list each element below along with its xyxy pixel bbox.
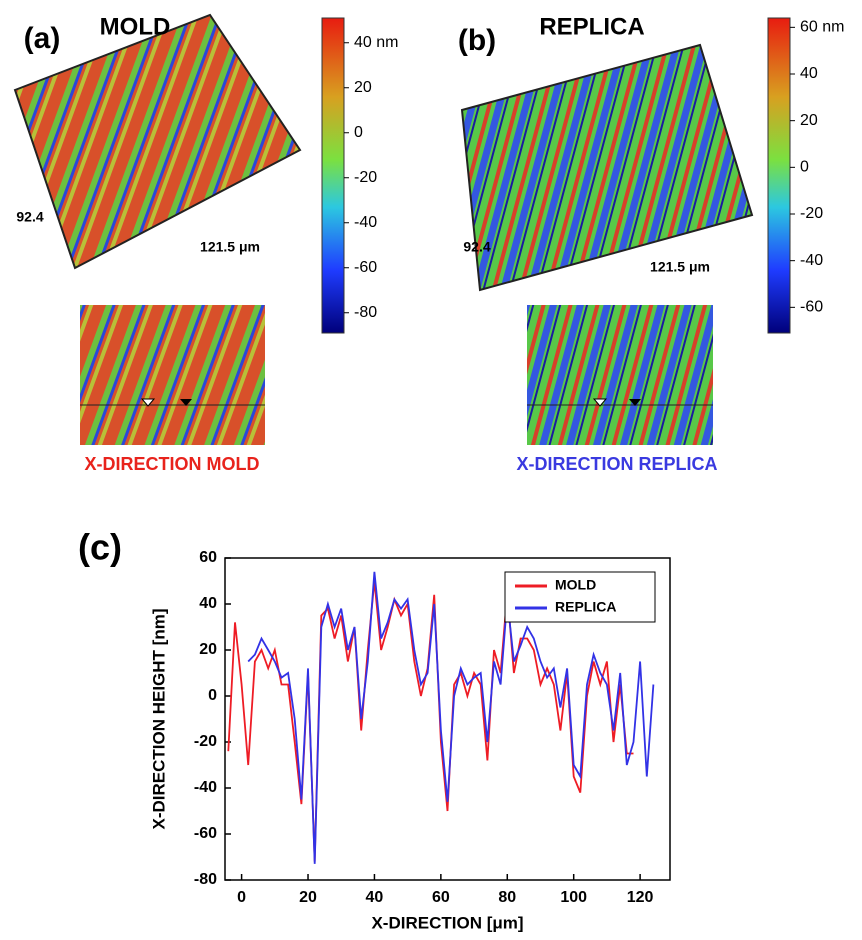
x-tick-label: 80	[498, 889, 516, 906]
marker	[592, 398, 608, 407]
y-tick-label: 60	[199, 549, 217, 566]
colorbar-tick-label: -40	[800, 252, 823, 269]
x-tick-label: 0	[237, 889, 246, 906]
x-axis-label: X-DIRECTION [μm]	[371, 913, 523, 932]
caption: X-DIRECTION MOLD	[85, 454, 260, 474]
x-tick-label: 100	[560, 889, 587, 906]
colorbar-tick-label: 40 nm	[354, 34, 398, 51]
marker	[180, 399, 192, 406]
panel-title: REPLICA	[539, 13, 644, 40]
colorbar-tick-label: 20	[800, 112, 818, 129]
colorbar-tick-label: 20	[354, 79, 372, 96]
axis-label: 121.5 μm	[650, 259, 710, 275]
line-series	[247, 571, 655, 864]
colorbar-tick-label: 40	[800, 65, 818, 82]
colorbar-tick-label: 0	[354, 124, 363, 141]
caption: X-DIRECTION REPLICA	[516, 454, 717, 474]
surface-3d	[460, 43, 754, 292]
line-series	[227, 580, 634, 862]
axis-label: 92.4	[16, 209, 43, 225]
x-tick-label: 20	[299, 889, 317, 906]
colorbar-tick-label: -20	[800, 205, 823, 222]
y-tick-label: 40	[199, 595, 217, 612]
surface-3d	[13, 13, 302, 270]
panel-title: MOLD	[100, 13, 171, 40]
panel-label: (c)	[78, 527, 122, 568]
colorbar-tick-label: 0	[800, 159, 809, 176]
plot-frame	[224, 557, 671, 881]
colorbar-tick-label: -60	[354, 259, 377, 276]
colorbar	[321, 17, 345, 334]
y-tick-label: -20	[194, 733, 217, 750]
axis-label: 92.4	[463, 239, 490, 255]
colorbar-tick-label: -40	[354, 214, 377, 231]
colorbar	[767, 17, 791, 334]
y-tick-label: -40	[194, 779, 217, 796]
x-tick-label: 120	[627, 889, 654, 906]
marker	[629, 399, 641, 406]
y-tick-label: 0	[208, 687, 217, 704]
panel-label: (a)	[24, 22, 61, 55]
marker	[140, 398, 156, 407]
legend-label: REPLICA	[555, 599, 616, 615]
surface-map	[527, 305, 713, 445]
y-tick-label: 20	[199, 641, 217, 658]
y-tick-label: -80	[194, 871, 217, 888]
colorbar-tick-label: 60 nm	[800, 19, 844, 36]
y-tick-label: -60	[194, 825, 217, 842]
legend	[504, 571, 656, 623]
colorbar-tick-label: -20	[354, 169, 377, 186]
x-tick-label: 40	[366, 889, 384, 906]
axis-label: 121.5 μm	[200, 239, 260, 255]
legend-label: MOLD	[555, 577, 596, 593]
surface-map	[80, 305, 265, 445]
colorbar-tick-label: -80	[354, 304, 377, 321]
y-axis-label: X-DIRECTION HEIGHT [nm]	[149, 609, 168, 830]
panel-label: (b)	[458, 24, 496, 57]
x-tick-label: 60	[432, 889, 450, 906]
colorbar-tick-label: -60	[800, 299, 823, 316]
